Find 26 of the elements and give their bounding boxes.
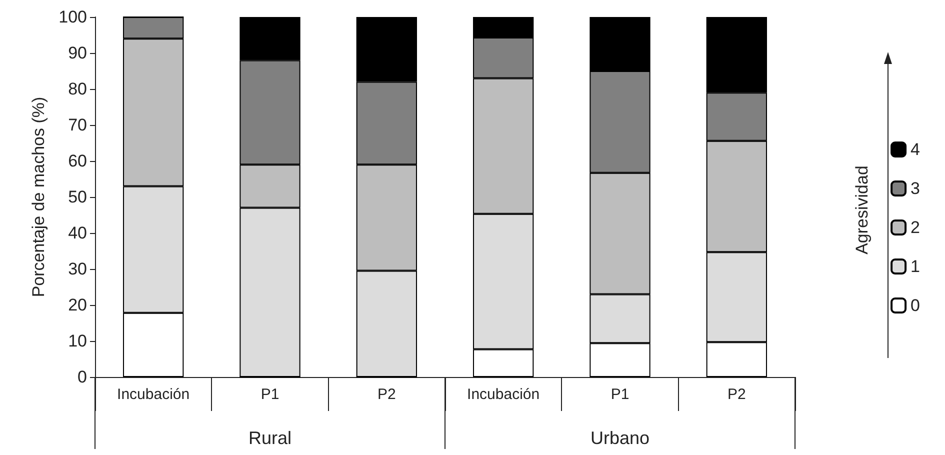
legend-label: 1 <box>910 257 920 276</box>
y-tick-label: 70 <box>68 116 87 134</box>
x-tick-label: P1 <box>610 386 630 403</box>
y-tick-label: 30 <box>68 260 87 278</box>
x-tick-label: P2 <box>377 386 396 403</box>
legend-label: 3 <box>910 179 920 198</box>
y-tick-label: 90 <box>68 44 87 62</box>
y-tick-label: 20 <box>68 296 87 314</box>
y-tick-label: 60 <box>68 152 87 170</box>
x-tick-label: P1 <box>260 386 280 403</box>
y-tick-label: 100 <box>58 8 87 26</box>
legend-label: 4 <box>910 140 920 159</box>
y-tick-label: 80 <box>68 80 87 98</box>
y-axis-title: Porcentaje de machos (%) <box>29 96 48 298</box>
y-tick-label: 40 <box>68 224 87 242</box>
y-tick-label: 0 <box>78 368 87 386</box>
y-tick-label: 50 <box>68 188 87 206</box>
legend-title: Agresividad <box>852 166 872 254</box>
legend-label: 0 <box>910 296 920 315</box>
x-tick-label: Incubación <box>467 386 540 403</box>
x-tick-label: P2 <box>727 386 746 403</box>
legend-label: 2 <box>910 218 920 237</box>
y-tick-label: 10 <box>68 332 87 350</box>
text: Urbano <box>590 428 650 448</box>
text: Rural <box>248 428 292 448</box>
x-tick-label: Incubación <box>117 386 190 403</box>
